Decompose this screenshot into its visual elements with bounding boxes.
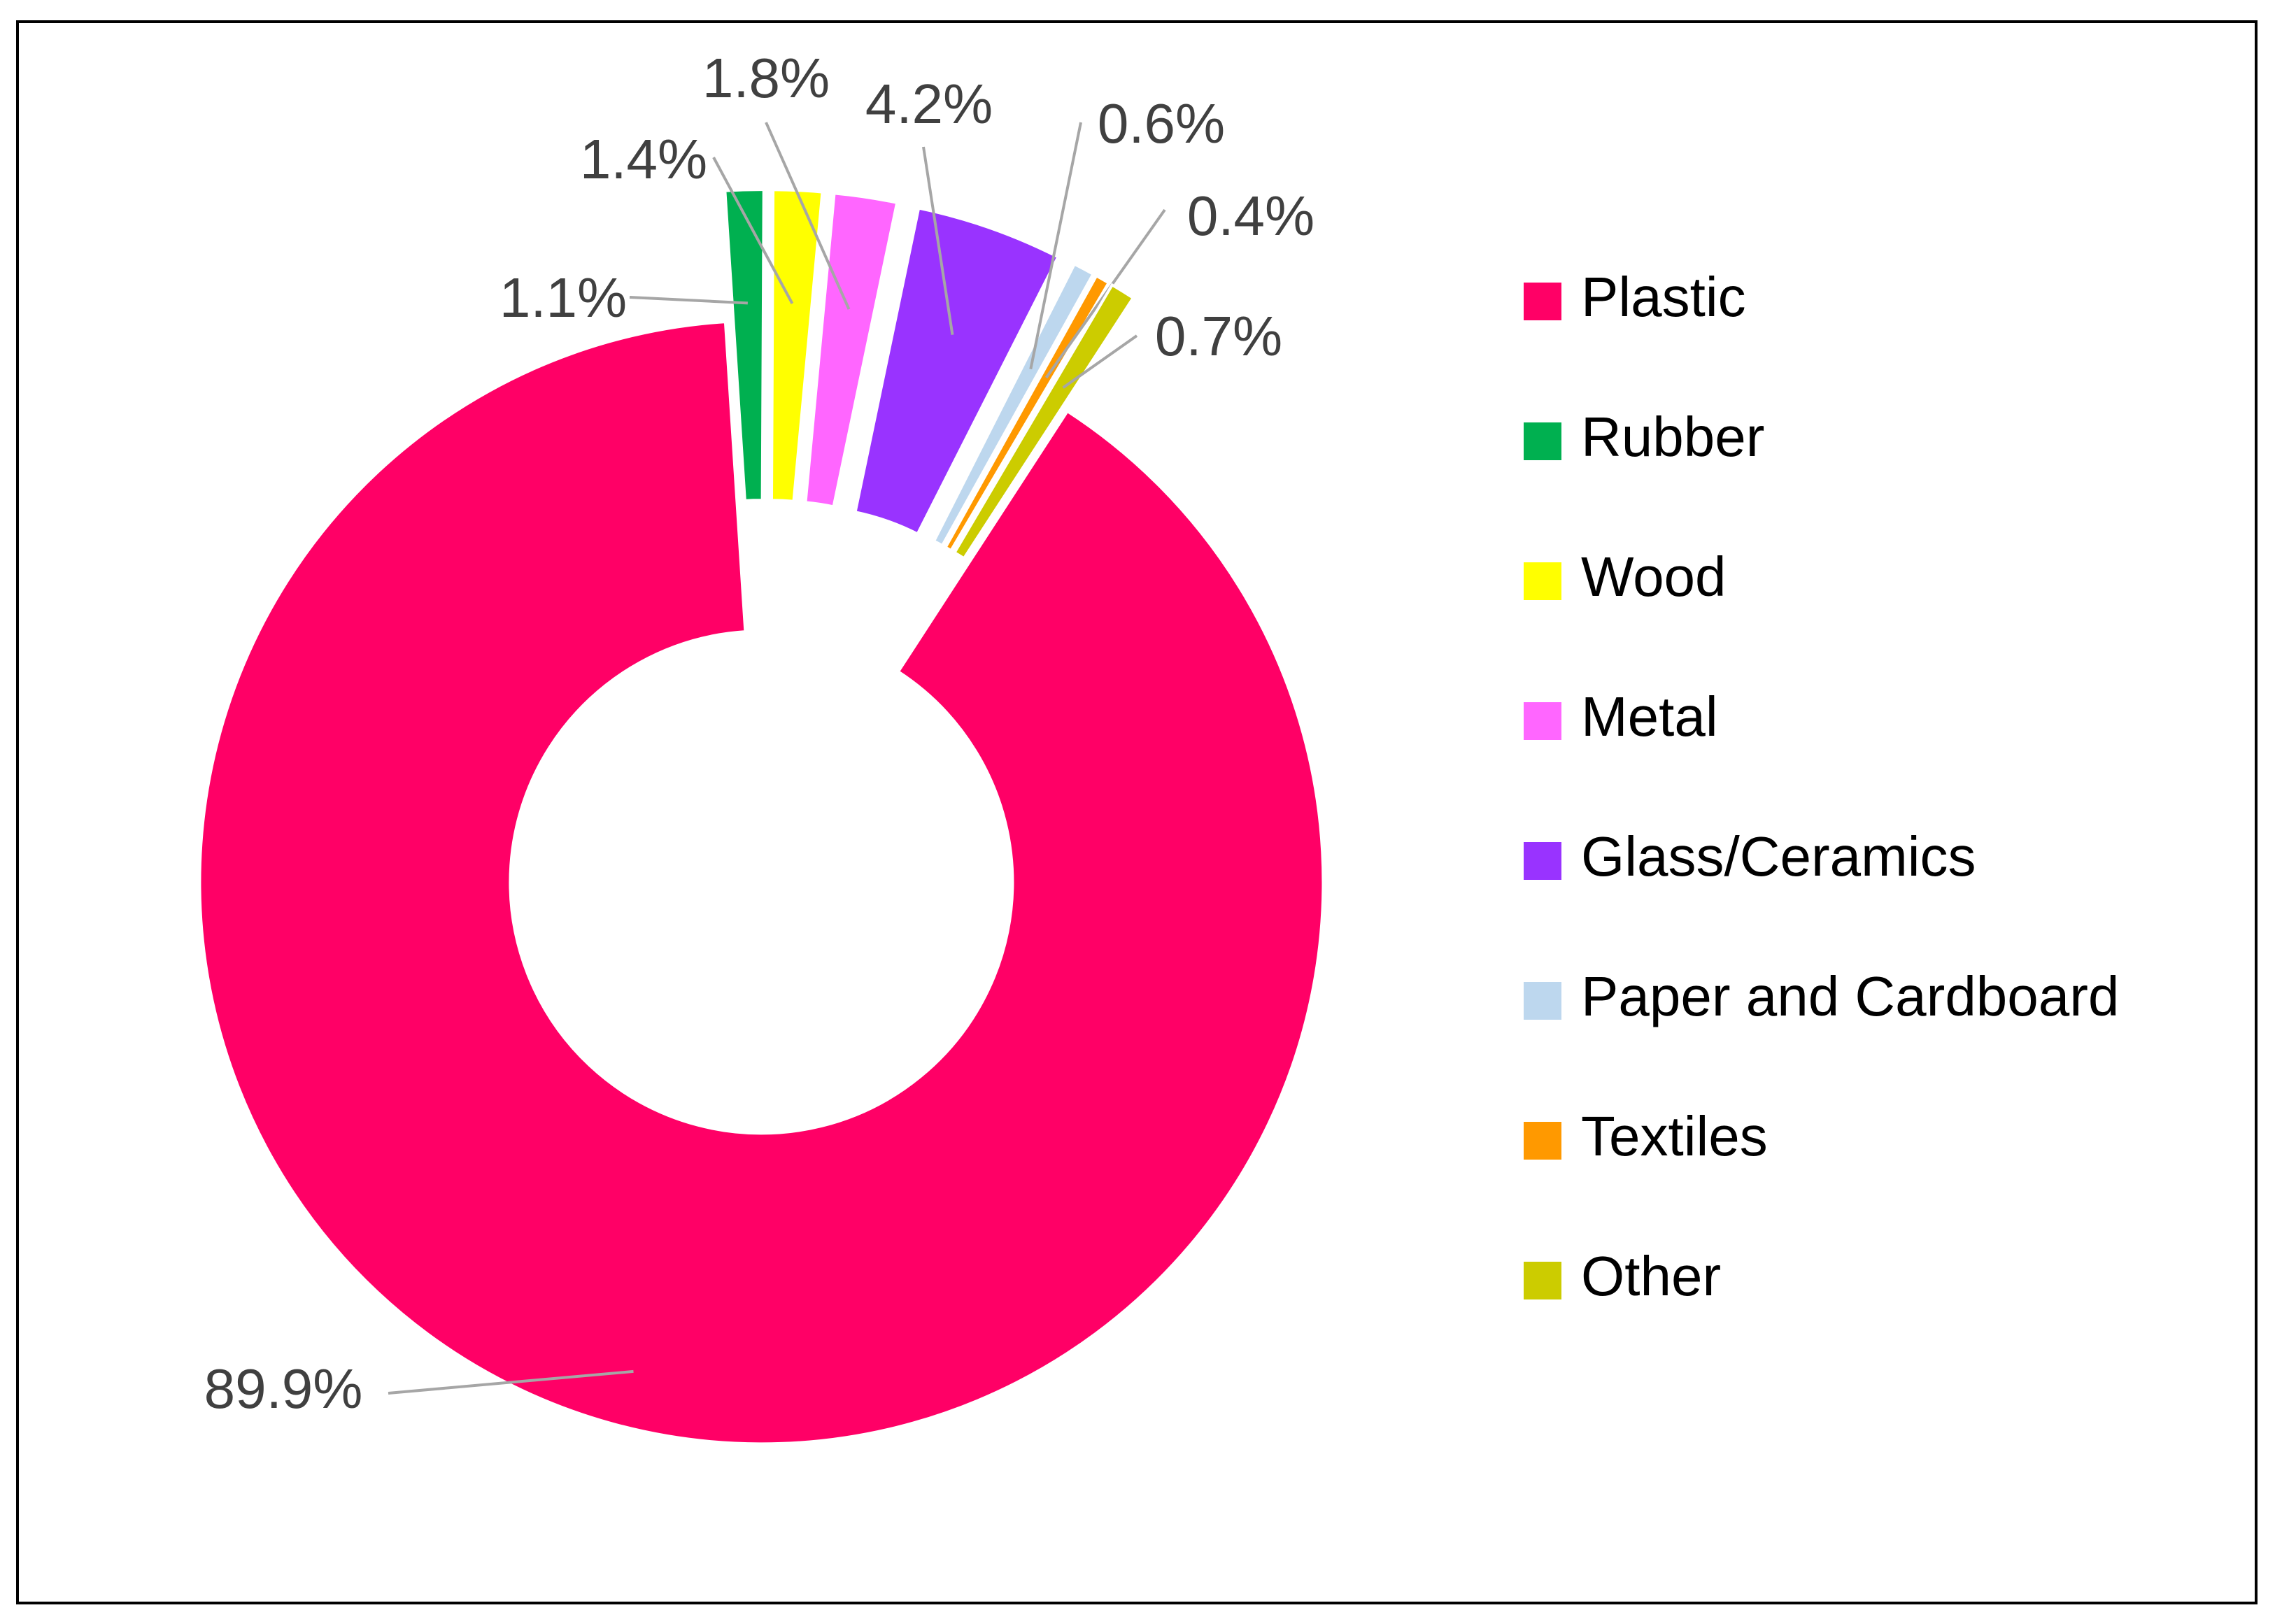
legend-swatch [1524, 1262, 1561, 1299]
donut-slice [952, 283, 1135, 561]
leader-line [388, 1369, 634, 1395]
donut-slice [198, 320, 1325, 1446]
data-label: 4.2% [865, 73, 993, 135]
legend-swatch [1524, 283, 1561, 320]
donut-slice [932, 262, 1096, 548]
leader-line [629, 296, 748, 305]
legend-label: Wood [1581, 546, 1727, 608]
legend-label: Metal [1581, 685, 1718, 748]
legend-swatch [1524, 842, 1561, 880]
legend-label: Paper and Cardboard [1581, 965, 2119, 1027]
donut-slice [943, 273, 1111, 553]
data-label: 1.4% [580, 128, 707, 190]
data-label: 1.1% [499, 266, 627, 329]
leader-line [712, 157, 794, 304]
legend-label: Plastic [1581, 266, 1746, 328]
legend-swatch [1524, 982, 1561, 1020]
data-label: 89.9% [204, 1358, 363, 1420]
donut-slice [804, 192, 899, 508]
data-label: 0.6% [1098, 92, 1225, 155]
data-label: 0.4% [1187, 185, 1314, 247]
legend-swatch [1524, 1122, 1561, 1160]
legend-label: Glass/Ceramics [1581, 825, 1976, 888]
leader-line [922, 146, 954, 336]
donut-slice [770, 188, 824, 503]
leader-line [1062, 334, 1138, 389]
legend-swatch [1524, 702, 1561, 740]
legend-label: Textiles [1581, 1105, 1768, 1167]
legend-swatch [1524, 422, 1561, 460]
leader-line [765, 122, 851, 310]
legend-label: Rubber [1581, 406, 1764, 468]
leader-line [1029, 122, 1082, 370]
legend-swatch [1524, 562, 1561, 600]
donut-slice [853, 206, 1061, 536]
donut-slice [723, 188, 765, 502]
data-label: 1.8% [702, 47, 830, 109]
data-label: 0.7% [1155, 305, 1282, 367]
legend-label: Other [1581, 1245, 1721, 1307]
